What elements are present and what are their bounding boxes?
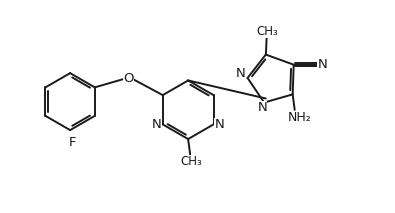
Text: N: N [152,118,162,131]
Text: N: N [258,101,267,114]
Text: NH₂: NH₂ [288,111,312,124]
Text: CH₃: CH₃ [256,25,278,38]
Text: O: O [123,72,134,85]
Text: N: N [235,67,245,80]
Text: F: F [68,136,76,149]
Text: N: N [317,58,327,71]
Text: N: N [214,118,224,131]
Text: CH₃: CH₃ [180,155,202,168]
